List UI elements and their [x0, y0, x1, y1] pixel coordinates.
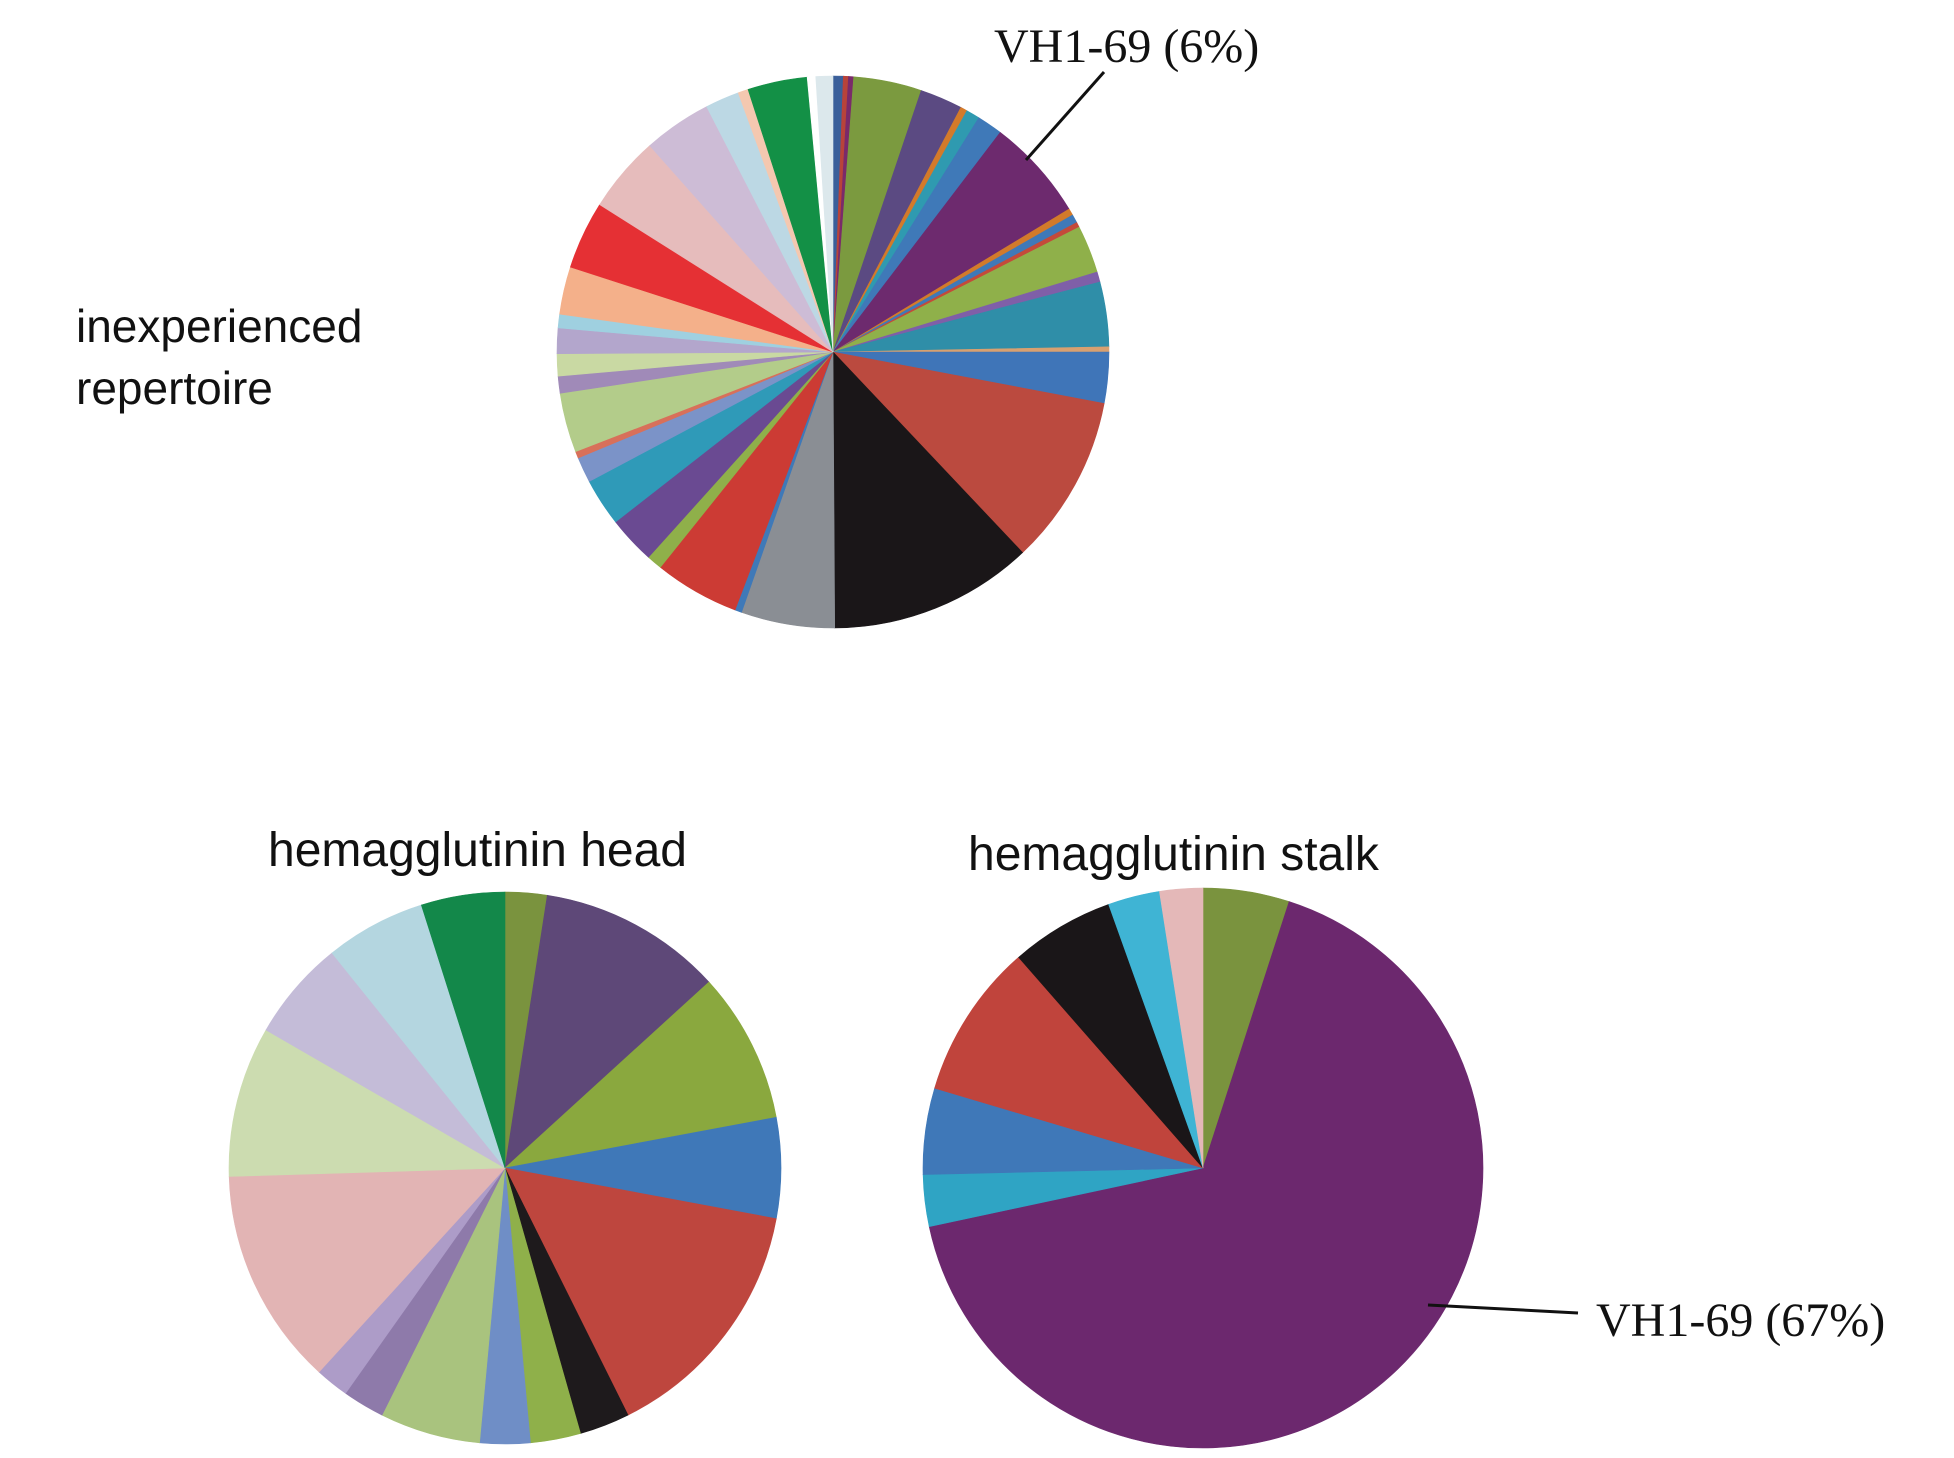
pie-slice	[1159, 887, 1204, 1169]
pie-slice	[228, 1167, 506, 1373]
pie-hemagglutinin-head	[228, 891, 782, 1445]
annotation-vh169-bottom: VH1-69 (67%)	[1596, 1294, 1885, 1347]
leader-line-top	[1024, 71, 1106, 161]
pie-slice	[420, 891, 506, 1169]
pie-slice	[504, 894, 710, 1169]
pie-slice	[504, 1167, 777, 1416]
pie-slice	[504, 981, 777, 1169]
annotation-vh169-top: VH1-69 (6%)	[994, 20, 1259, 73]
label-inexperienced-line2: repertoire	[76, 362, 273, 414]
pie-slice	[832, 351, 1024, 629]
pie-slice	[928, 901, 1484, 1449]
pie-slice	[934, 956, 1204, 1169]
pie-slice	[832, 351, 1105, 554]
label-hemagglutinin-stalk: hemagglutinin stalk	[968, 828, 1380, 881]
pie-slice	[815, 75, 834, 353]
pie-slice	[228, 1029, 507, 1177]
leader-line-bottom	[1427, 1303, 1579, 1315]
pie-inexperienced-repertoire	[556, 75, 1110, 629]
label-inexperienced-line1: inexperienced	[76, 300, 362, 352]
pie-hemagglutinin-stalk	[922, 887, 1484, 1449]
label-hemagglutinin-head: hemagglutinin head	[268, 824, 687, 877]
